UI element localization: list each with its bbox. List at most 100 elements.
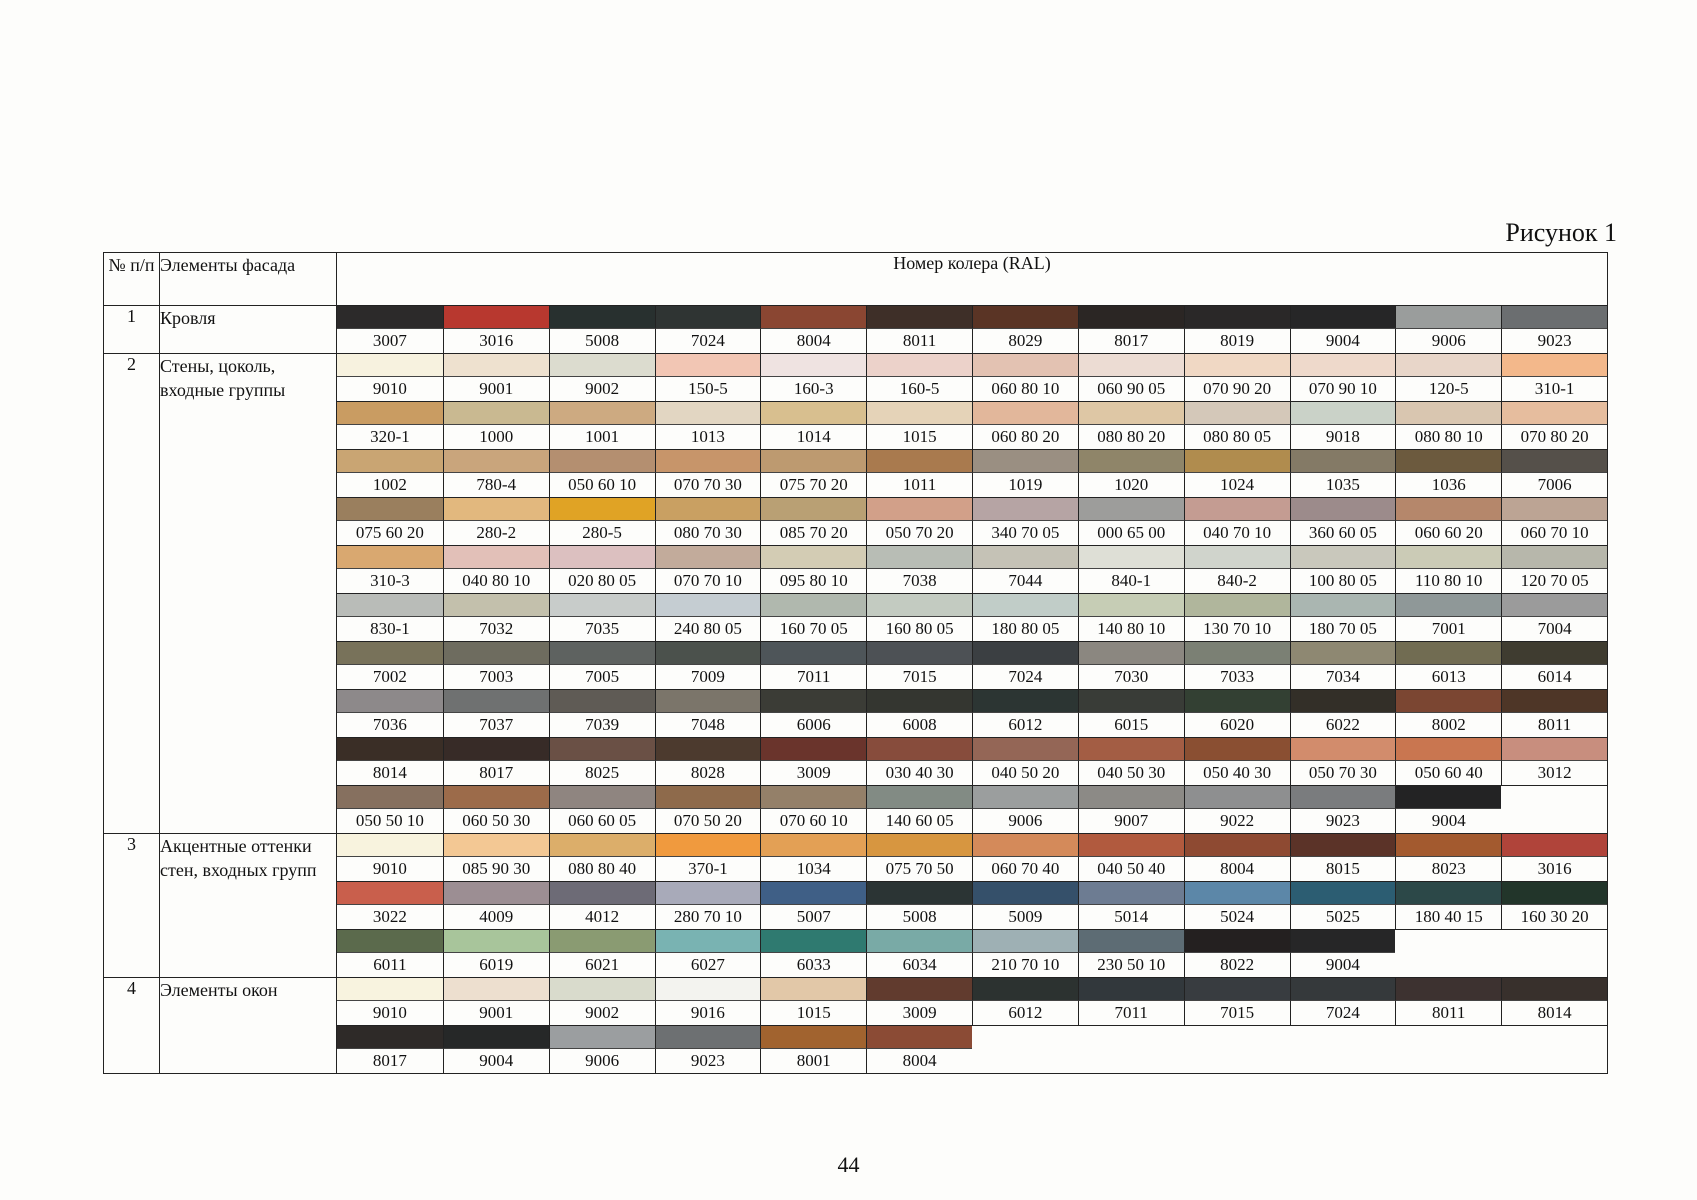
color-swatch (866, 978, 972, 1001)
color-swatch (866, 402, 972, 425)
color-swatch (654, 546, 761, 569)
ral-code: 6015 (1077, 713, 1184, 738)
color-swatch (1395, 738, 1502, 761)
ral-code: 040 50 40 (1077, 857, 1184, 882)
color-swatch (442, 594, 549, 617)
ral-code: 1019 (972, 473, 1078, 498)
facade-element-name: Акцентные оттенки стен, входных групп (159, 833, 337, 978)
ral-code: 9006 (972, 809, 1078, 833)
ral-code: 120 70 05 (1501, 569, 1607, 594)
section-number: 2 (103, 353, 160, 834)
ral-code: 7035 (548, 617, 655, 642)
ral-code: 6019 (442, 953, 549, 977)
ral-code: 7034 (1289, 665, 1396, 690)
ral-code: 6020 (1183, 713, 1290, 738)
ral-code: 1015 (760, 1001, 867, 1026)
ral-code: 070 90 20 (1183, 377, 1290, 402)
ral-code: 060 60 20 (1395, 521, 1502, 546)
ral-code: 110 80 10 (1395, 569, 1502, 594)
ral-code: 100 80 05 (1289, 569, 1396, 594)
color-swatch (1501, 354, 1607, 377)
color-swatch (760, 930, 867, 953)
color-swatch (548, 450, 655, 473)
color-swatch (654, 450, 761, 473)
color-swatch (548, 546, 655, 569)
color-swatch (1289, 498, 1396, 521)
color-swatch (337, 306, 443, 329)
color-swatch (760, 1026, 867, 1049)
color-swatch (654, 786, 761, 809)
color-swatch (1395, 690, 1502, 713)
color-swatch (972, 546, 1078, 569)
facade-element-name: Кровля (159, 305, 337, 354)
color-swatch (442, 498, 549, 521)
color-swatch (1501, 402, 1607, 425)
section-number: 4 (103, 977, 160, 1074)
color-swatch (548, 738, 655, 761)
ral-code: 7024 (654, 329, 761, 353)
color-swatch (654, 690, 761, 713)
ral-code: 8014 (337, 761, 443, 786)
ral-code: 7002 (337, 665, 443, 690)
color-swatch (972, 978, 1078, 1001)
color-swatch (548, 834, 655, 857)
ral-code: 000 65 00 (1077, 521, 1184, 546)
ral-code: 5024 (1183, 905, 1290, 930)
color-swatch (1183, 690, 1290, 713)
ral-code: 150-5 (654, 377, 761, 402)
color-swatch (548, 354, 655, 377)
color-swatch (442, 930, 549, 953)
color-swatch (337, 738, 443, 761)
color-swatch (1395, 354, 1502, 377)
ral-code: 070 80 20 (1501, 425, 1607, 450)
color-swatch (1183, 1026, 1290, 1048)
color-swatch (1395, 402, 1502, 425)
color-swatch (972, 786, 1078, 809)
swatch-grid: 9010 9001 9002 150-5 160-3 160-5 060 80 10 060 … (337, 354, 1607, 833)
color-swatch (654, 834, 761, 857)
color-swatch (1077, 1026, 1184, 1048)
ral-code: 060 70 10 (1501, 521, 1607, 546)
ral-code: 9010 (337, 857, 443, 882)
ral-code: 1014 (760, 425, 867, 450)
ral-code: 8014 (1501, 1001, 1607, 1026)
color-swatch (866, 834, 972, 857)
ral-code: 160 30 20 (1501, 905, 1607, 930)
color-swatch (1077, 978, 1184, 1001)
ral-code: 060 80 10 (972, 377, 1078, 402)
ral-code (1395, 1049, 1501, 1073)
color-swatch (1395, 978, 1502, 1001)
ral-code (1290, 1049, 1396, 1073)
color-swatch (760, 546, 867, 569)
color-swatch (1289, 402, 1396, 425)
color-swatch (337, 594, 443, 617)
ral-code (1078, 1049, 1184, 1073)
color-swatch (1077, 546, 1184, 569)
ral-code: 6012 (972, 713, 1078, 738)
color-swatch (548, 1026, 655, 1049)
ral-code: 070 70 30 (654, 473, 761, 498)
table-body: № п/п Элементы фасада Номер колера (RAL)… (103, 252, 1608, 1074)
ral-code: 160 70 05 (760, 617, 867, 642)
ral-code: 8017 (1077, 329, 1184, 353)
color-swatch (1289, 978, 1396, 1001)
header-row: № п/п Элементы фасада Номер колера (RAL) (103, 252, 1608, 306)
ral-code: 080 80 20 (1077, 425, 1184, 450)
color-swatch (972, 354, 1078, 377)
ral-code: 6008 (866, 713, 972, 738)
ral-code: 5025 (1289, 905, 1396, 930)
ral-code: 6011 (373, 955, 407, 974)
ral-code: 6014 (1501, 665, 1607, 690)
color-swatch (442, 450, 549, 473)
color-swatch (760, 306, 867, 329)
ral-code: 280 70 10 (654, 905, 761, 930)
color-swatch (548, 690, 655, 713)
color-swatch (1289, 306, 1396, 329)
ral-code: 310-3 (337, 569, 443, 594)
ral-code: 060 50 30 (442, 809, 549, 833)
color-swatch (442, 786, 549, 809)
swatch-grid: 9010 085 90 30 080 80 40 370-1 1034 075 70 50… (337, 834, 1607, 977)
ral-code: 140 60 05 (866, 809, 972, 833)
ral-code: 8004 (760, 329, 866, 353)
color-swatch (760, 978, 867, 1001)
